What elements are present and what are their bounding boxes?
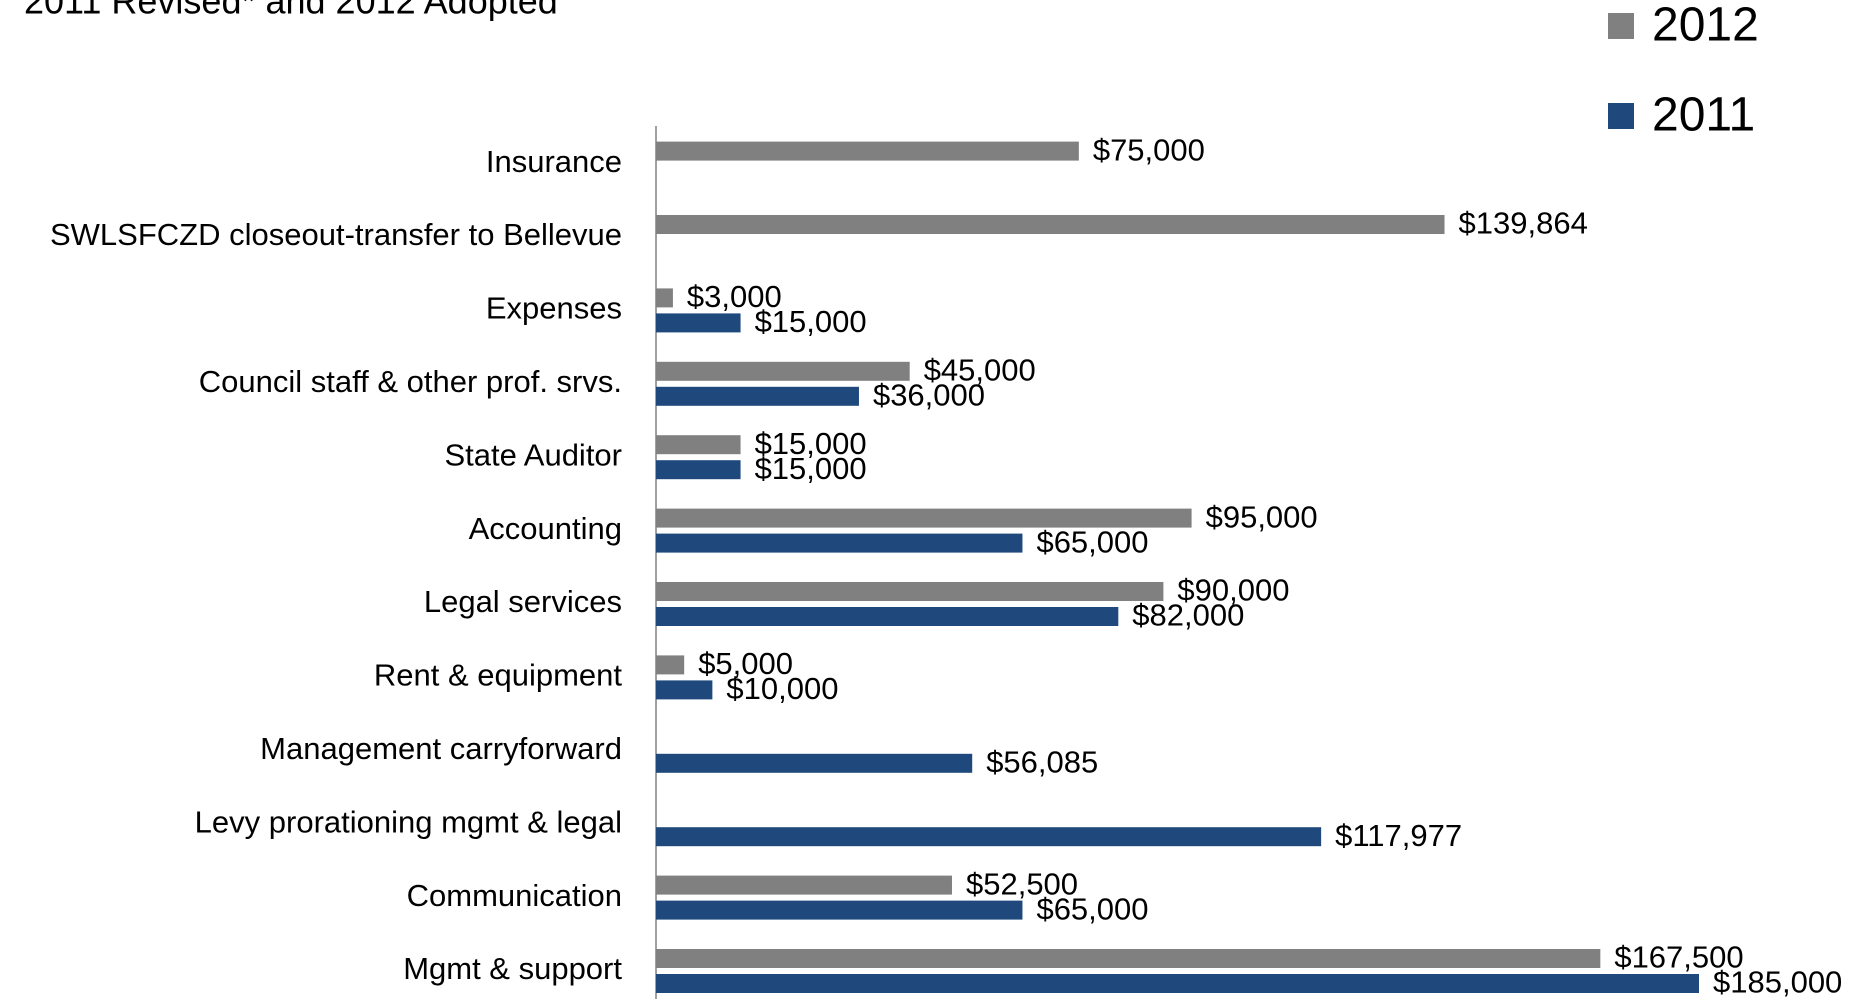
category-label: Levy prorationing mgmt & legal: [195, 804, 622, 839]
value-label: $95,000: [1206, 499, 1318, 534]
category-label: Expenses: [486, 291, 622, 326]
bar: [656, 508, 1192, 528]
value-label: $90,000: [1177, 573, 1289, 608]
category-label: Insurance: [486, 144, 622, 179]
bar: [656, 386, 859, 406]
value-label: $36,000: [873, 377, 985, 412]
bar: [656, 974, 1699, 993]
value-label: $15,000: [755, 426, 867, 461]
legend-label: 2011: [1652, 89, 1755, 142]
value-label: $185,000: [1713, 965, 1842, 999]
value-label: $15,000: [755, 304, 867, 339]
chart-title: 2011 Revised* and 2012 Adopted: [24, 0, 558, 22]
value-label: $65,000: [1036, 524, 1148, 559]
category-label: Legal services: [424, 584, 622, 619]
legend-swatch: [1608, 13, 1634, 39]
bar: [656, 753, 973, 773]
bar: [656, 361, 910, 381]
value-label: $139,864: [1459, 206, 1588, 241]
category-label: Management carryforward: [260, 731, 622, 766]
category-label: State Auditor: [444, 437, 622, 472]
value-label: $45,000: [924, 352, 1036, 387]
category-label: Council staff & other prof. srvs.: [199, 364, 622, 399]
value-label: $5,000: [698, 646, 793, 681]
value-label: $117,977: [1335, 818, 1462, 853]
category-label: Rent & equipment: [374, 658, 623, 693]
value-label: $56,085: [986, 744, 1098, 779]
bar: [656, 949, 1601, 968]
value-label: $75,000: [1093, 132, 1205, 167]
bar: [656, 533, 1023, 553]
value-label: $15,000: [755, 451, 867, 486]
category-label: SWLSFCZD closeout-transfer to Bellevue: [50, 217, 622, 252]
bar: [656, 288, 673, 308]
bar: [656, 900, 1023, 920]
bar: [656, 215, 1445, 234]
category-label: Mgmt & support: [403, 951, 622, 986]
category-label: Communication: [407, 878, 622, 913]
bar: [656, 680, 713, 700]
bar: [656, 655, 685, 675]
bar: [656, 435, 741, 455]
bar: [656, 582, 1164, 601]
legend-label: 2012: [1652, 0, 1759, 52]
bar: [656, 460, 741, 480]
value-label: $3,000: [687, 279, 782, 314]
bar: [656, 141, 1079, 161]
bar: [656, 607, 1119, 626]
bar: [656, 875, 952, 895]
value-label: $10,000: [726, 671, 838, 706]
value-label: $52,500: [966, 866, 1078, 901]
bar: [656, 313, 741, 333]
bar: [656, 827, 1322, 847]
category-label: Accounting: [469, 511, 622, 546]
value-label: $167,500: [1614, 940, 1743, 975]
legend-swatch: [1608, 103, 1634, 129]
value-label: $65,000: [1036, 891, 1148, 926]
value-label: $82,000: [1132, 598, 1244, 633]
